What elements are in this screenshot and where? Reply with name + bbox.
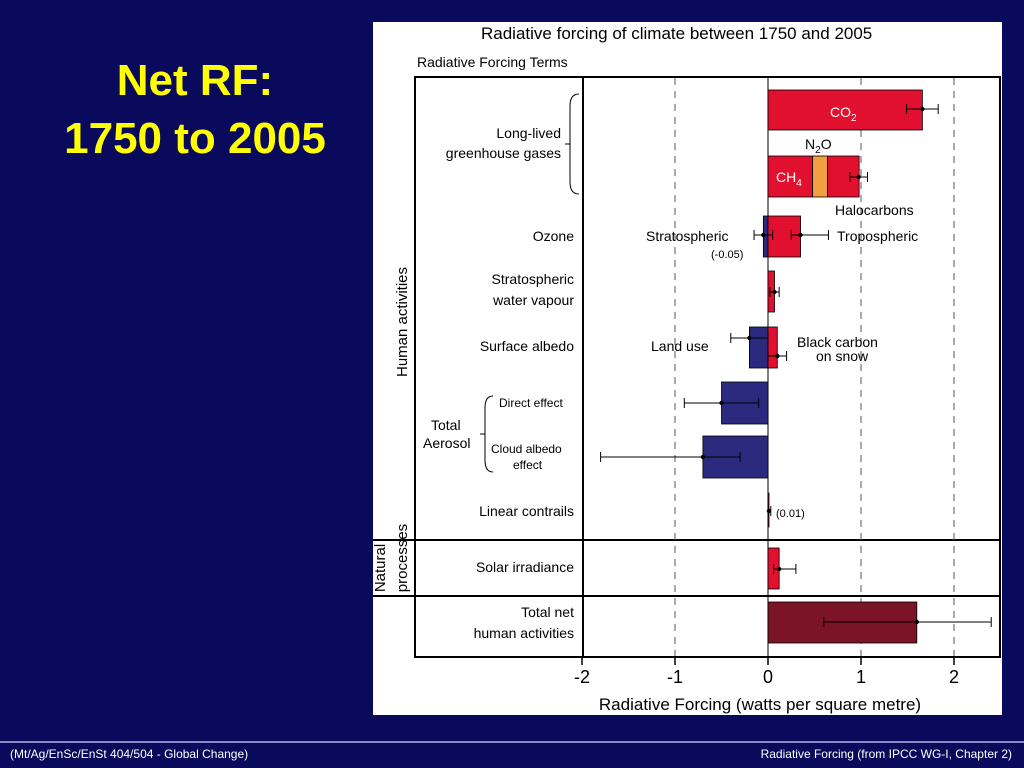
row-label-albedo: Surface albedo xyxy=(480,338,574,354)
errorpoint-12 xyxy=(776,566,782,572)
bar-1 xyxy=(767,155,814,198)
footer-source: Radiative Forcing (from IPCC WG-I, Chapt… xyxy=(760,747,1012,761)
annot-co2: CO2 xyxy=(830,104,857,124)
errorpoint-7 xyxy=(747,335,752,341)
annot-strat-value: (-0.05) xyxy=(711,249,743,261)
errorpoint-10 xyxy=(700,454,706,460)
group-label-natural-1: Natural xyxy=(373,544,389,592)
row-label-contrails: Linear contrails xyxy=(479,503,574,519)
row-label-ozone: Ozone xyxy=(533,228,574,244)
x-ticks: -2 -1 0 1 2 xyxy=(574,657,959,687)
annot-black-carbon-1: Black carbon xyxy=(797,334,878,350)
errorpoint-9 xyxy=(719,400,724,406)
error-bars xyxy=(600,104,992,627)
slide-title-line2: 1750 to 2005 xyxy=(64,114,326,163)
plot-frame xyxy=(414,76,1001,658)
annot-land-use: Land use xyxy=(651,338,709,354)
annot-tropospheric: Tropospheric xyxy=(837,228,918,244)
errorpoint-13 xyxy=(914,619,919,625)
row-label-net-2: human activities xyxy=(474,625,574,641)
radiative-forcing-figure: Radiative forcing of climate between 175… xyxy=(373,22,1002,715)
bar-0 xyxy=(767,89,923,131)
row-label-cloud-2: effect xyxy=(513,458,543,472)
longlived-brace xyxy=(565,93,580,195)
bar-5 xyxy=(767,215,801,258)
group-label-natural-2: processes xyxy=(394,524,411,592)
bar-7 xyxy=(748,326,769,369)
x-tick-label-3: 1 xyxy=(856,667,866,687)
x-tick-label-4: 2 xyxy=(949,667,959,687)
errorpoint-11 xyxy=(766,508,772,514)
row-label-net-1: Total net xyxy=(521,604,574,620)
column-header: Radiative Forcing Terms xyxy=(417,54,568,70)
x-tick-label-1: -1 xyxy=(667,667,683,687)
errorpoint-8 xyxy=(775,353,780,359)
annot-n2o: N2O xyxy=(805,136,832,156)
row-label-aerosol-2: Aerosol xyxy=(423,435,470,451)
annot-ch4: CH4 xyxy=(776,169,802,189)
x-tick-label-2: 0 xyxy=(763,667,773,687)
row-label-solar: Solar irradiance xyxy=(476,559,574,575)
bars xyxy=(702,89,923,644)
bar-2 xyxy=(812,155,828,198)
row-label-stratwv-1: Stratospheric xyxy=(492,271,574,287)
errorpoint-4 xyxy=(761,232,766,238)
annot-contrails-value: (0.01) xyxy=(776,508,805,520)
aerosol-brace xyxy=(480,395,494,473)
annot-stratospheric: Stratospheric xyxy=(646,228,728,244)
footer-rule xyxy=(0,741,1024,743)
x-tick-label-0: -2 xyxy=(574,667,590,687)
annot-black-carbon-2: on snow xyxy=(816,348,869,364)
row-label-aerosol-1: Total xyxy=(431,417,461,433)
errorpoint-0 xyxy=(920,106,925,112)
rf-chart-svg: Radiative forcing of climate between 175… xyxy=(373,24,1001,714)
row-label-longlived-1: Long-lived xyxy=(496,125,561,141)
errorpoint-6 xyxy=(772,289,777,295)
row-label-longlived-2: greenhouse gases xyxy=(446,145,561,161)
row-label-cloud-1: Cloud albedo xyxy=(491,442,562,456)
row-label-direct: Direct effect xyxy=(499,396,563,410)
errorpoint-5 xyxy=(798,232,803,238)
x-axis-label: Radiative Forcing (watts per square metr… xyxy=(599,695,921,714)
errorpoint-3 xyxy=(856,174,861,180)
row-label-stratwv-2: water vapour xyxy=(492,292,574,308)
annot-halocarbons: Halocarbons xyxy=(835,202,914,218)
slide-title-line1: Net RF: xyxy=(116,56,274,105)
footer-course: (Mt/Ag/EnSc/EnSt 404/504 - Global Change… xyxy=(10,747,249,761)
chart-title: Radiative forcing of climate between 175… xyxy=(481,24,872,43)
group-label-human: Human activities xyxy=(394,267,411,377)
slide-title: Net RF: 1750 to 2005 xyxy=(20,52,370,168)
bar-8 xyxy=(767,326,778,369)
